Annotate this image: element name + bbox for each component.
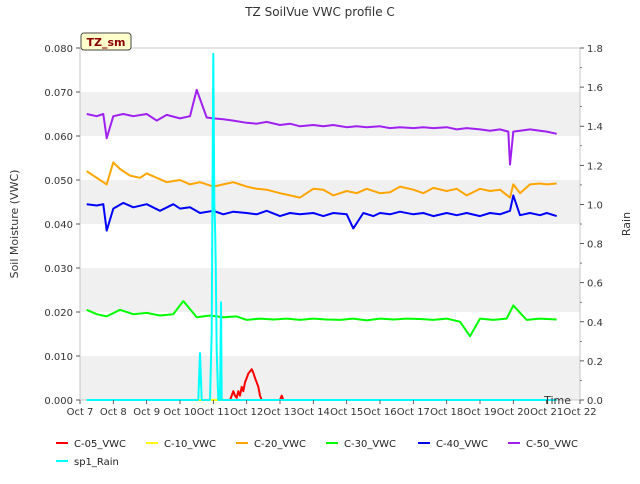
- badge: TZ_sm: [80, 32, 132, 51]
- legend-label: sp1_Rain: [74, 457, 119, 468]
- y-tick-label: 0.060: [44, 132, 73, 143]
- y2-axis: 0.0 0.2 0.4 0.6 0.8 1.0 1.2 1.4 1.6 1.8: [580, 44, 603, 407]
- x-axis-label: Time: [543, 394, 571, 407]
- x-tick-label: Oct 12: [230, 407, 263, 418]
- y2-tick-label: 0.8: [587, 240, 603, 251]
- y-axis-label: Soil Moisture (VWC): [8, 170, 21, 279]
- series-line-c-50-vwc: [86, 88, 557, 166]
- y-tick-label: 0.000: [44, 396, 73, 407]
- y2-tick-label: 0.4: [587, 318, 603, 329]
- badge-label: TZ_sm: [87, 36, 126, 49]
- y2-tick-label: 0.0: [587, 396, 603, 407]
- y-tick-label: 0.010: [44, 352, 73, 363]
- y2-tick-label: 1.8: [587, 44, 603, 55]
- y2-tick-label: 1.6: [587, 83, 603, 94]
- grid-band: [80, 136, 580, 180]
- y2-tick-label: 0.2: [587, 357, 603, 368]
- legend: C-05_VWC C-10_VWC C-20_VWC C-30_VWC C-40_VWC…: [56, 439, 578, 468]
- legend-label: C-05_VWC: [74, 439, 126, 450]
- series-line-c-40-vwc: [86, 194, 557, 232]
- grid-bands: [80, 48, 580, 400]
- x-tick-label: Oct 19: [463, 407, 496, 418]
- y2-tick-label: 1.2: [587, 161, 603, 172]
- x-tick-label: Oct 7: [67, 407, 94, 418]
- grid-band: [80, 224, 580, 268]
- legend-label: C-20_VWC: [254, 439, 306, 450]
- grid-band: [80, 92, 580, 136]
- x-tick-label: Oct 9: [133, 407, 160, 418]
- grid-band: [80, 180, 580, 224]
- badge-box: [80, 32, 132, 51]
- grid-band: [80, 268, 580, 312]
- x-tick-label: Oct 8: [100, 407, 127, 418]
- x-tick-label: Oct 18: [430, 407, 463, 418]
- x-tick-label: Oct 16: [363, 407, 396, 418]
- x-tick-label: Oct 17: [397, 407, 430, 418]
- y-tick-label: 0.080: [44, 44, 73, 55]
- y-tick-label: 0.030: [44, 264, 73, 275]
- y2-tick-label: 0.6: [587, 279, 603, 290]
- y-tick-label: 0.020: [44, 308, 73, 319]
- legend-label: C-30_VWC: [344, 439, 396, 450]
- series-line-c-30-vwc: [86, 300, 557, 338]
- x-tick-label: Oct 21: [530, 407, 563, 418]
- series-line-sp1-rain: [86, 52, 557, 401]
- y-tick-label: 0.040: [44, 220, 73, 231]
- y2-axis-label: Rain: [620, 212, 633, 236]
- grid-band: [80, 356, 580, 400]
- series-line-c-20-vwc: [86, 161, 557, 199]
- x-tick-label: Oct 10: [163, 407, 196, 418]
- x-tick-label: Oct 15: [330, 407, 363, 418]
- x-tick-label: Oct 13: [263, 407, 296, 418]
- y2-tick-label: 1.4: [587, 122, 603, 133]
- legend-label: C-50_VWC: [526, 439, 578, 450]
- y2-tick-label: 1.0: [587, 200, 603, 211]
- series-layer: [86, 52, 557, 401]
- x-tick-label: Oct 11: [197, 407, 230, 418]
- x-tick-label: Oct 22: [563, 407, 596, 418]
- legend-label: C-40_VWC: [436, 439, 488, 450]
- y-tick-label: 0.050: [44, 176, 73, 187]
- y-tick-label: 0.070: [44, 88, 73, 99]
- x-axis: Oct 7 Oct 8 Oct 9 Oct 10 Oct 11 Oct 12 Oct 13 O…: [67, 400, 597, 418]
- y-axis: 0.000 0.010 0.020 0.030 0.040 0.050 0.060 0.070…: [44, 44, 80, 407]
- grid-band: [80, 48, 580, 92]
- legend-label: C-10_VWC: [164, 439, 216, 450]
- x-tick-label: Oct 14: [297, 407, 330, 418]
- chart-title: TZ SoilVue VWC profile C: [244, 5, 395, 19]
- x-tick-label: Oct 20: [497, 407, 530, 418]
